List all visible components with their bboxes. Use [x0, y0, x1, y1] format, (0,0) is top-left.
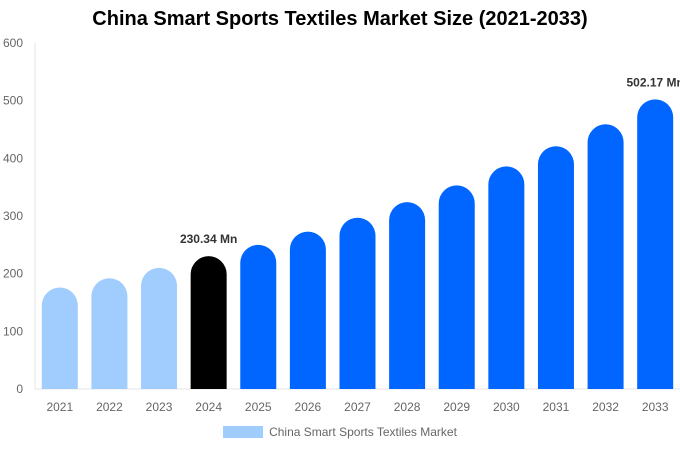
x-tick-label: 2031 [543, 400, 570, 414]
x-tick-label: 2022 [96, 400, 123, 414]
data-label: 230.34 Mn [180, 232, 237, 246]
y-tick-label: 600 [3, 36, 23, 50]
bar-2032 [587, 124, 624, 390]
bar-2021 [41, 287, 78, 389]
data-label: 502.17 Mn [627, 75, 680, 89]
bar-2031 [537, 146, 574, 389]
bar-2033 [637, 99, 674, 390]
y-tick-label: 100 [3, 324, 23, 338]
bar-2024 [190, 256, 227, 389]
y-tick-label: 500 [3, 94, 23, 108]
bar-2023 [141, 267, 178, 389]
y-tick-label: 0 [16, 382, 23, 396]
legend-label: China Smart Sports Textiles Market [269, 425, 457, 439]
x-tick-label: 2032 [592, 400, 619, 414]
x-tick-label: 2024 [195, 400, 222, 414]
y-tick-label: 400 [3, 151, 23, 165]
x-tick-label: 2029 [443, 400, 470, 414]
chart-title: China Smart Sports Textiles Market Size … [92, 8, 588, 30]
x-tick-label: 2023 [146, 400, 173, 414]
x-tick-label: 2028 [394, 400, 421, 414]
bar-2029 [438, 185, 475, 389]
x-tick-label: 2026 [295, 400, 322, 414]
x-tick-label: 2025 [245, 400, 272, 414]
x-tick-label: 2027 [344, 400, 371, 414]
bar-2026 [289, 231, 326, 389]
bar-2027 [339, 217, 376, 389]
legend: China Smart Sports Textiles Market [0, 425, 680, 439]
y-tick-label: 300 [3, 209, 23, 223]
legend-swatch [223, 426, 264, 438]
bar-2028 [389, 202, 426, 389]
bar-2030 [488, 166, 525, 389]
x-tick-label: 2030 [493, 400, 520, 414]
x-tick-label: 2021 [46, 400, 73, 414]
bar-2022 [91, 278, 128, 389]
bar-2025 [240, 244, 277, 389]
y-tick-label: 200 [3, 267, 23, 281]
x-tick-label: 2033 [642, 400, 669, 414]
